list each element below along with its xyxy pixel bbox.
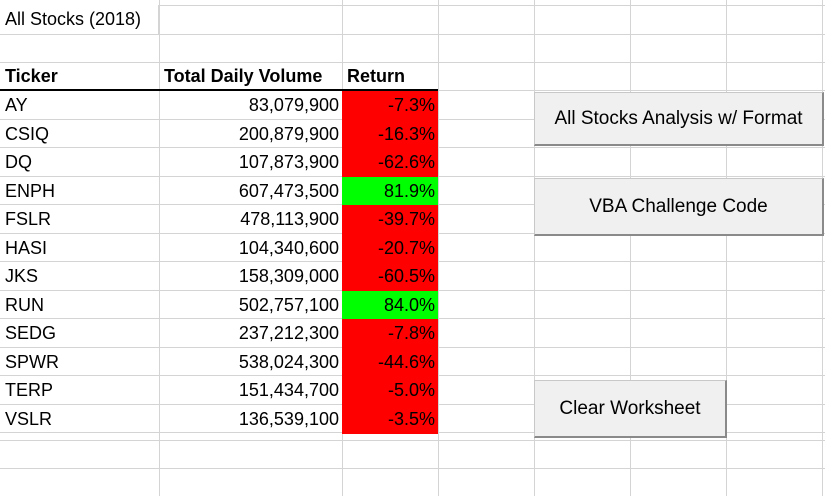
cell-return[interactable]: -5.0%	[342, 376, 438, 405]
gridline	[438, 0, 439, 496]
cell-return[interactable]: -3.5%	[342, 405, 438, 434]
header-volume[interactable]: Total Daily Volume	[164, 66, 323, 86]
cell-ticker[interactable]: AY	[5, 95, 28, 115]
cell-volume[interactable]: 107,873,900	[238, 152, 339, 172]
cell-return[interactable]: -44.6%	[342, 348, 438, 377]
cell-ticker[interactable]: FSLR	[5, 209, 52, 229]
cell-return[interactable]: -20.7%	[342, 234, 438, 263]
gridline	[159, 0, 160, 496]
cell-return[interactable]: -60.5%	[342, 262, 438, 291]
cell-return[interactable]: -7.3%	[342, 91, 438, 120]
sheet-title[interactable]: All Stocks (2018)	[0, 5, 159, 34]
cell-volume[interactable]: 478,113,900	[240, 209, 339, 229]
cell-return[interactable]: -7.8%	[342, 319, 438, 348]
cell-volume[interactable]: 200,879,900	[238, 124, 339, 144]
gridline	[0, 62, 825, 63]
cell-ticker[interactable]: ENPH	[5, 181, 56, 201]
gridline	[0, 440, 825, 441]
cell-ticker[interactable]: DQ	[5, 152, 32, 172]
cell-return[interactable]: -62.6%	[342, 148, 438, 177]
cell-volume[interactable]: 538,024,300	[238, 352, 339, 372]
cell-ticker[interactable]: VSLR	[5, 409, 53, 429]
cell-volume[interactable]: 237,212,300	[238, 323, 339, 343]
header-return[interactable]: Return	[347, 66, 405, 86]
gridline	[630, 0, 631, 496]
cell-ticker[interactable]: TERP	[5, 380, 54, 400]
header-border	[0, 89, 438, 91]
gridline	[726, 0, 727, 496]
cell-ticker[interactable]: RUN	[5, 295, 44, 315]
clear-worksheet-button[interactable]: Clear Worksheet	[534, 380, 727, 438]
cell-ticker[interactable]: SEDG	[5, 323, 57, 343]
cell-ticker[interactable]: SPWR	[5, 352, 59, 372]
cell-return[interactable]: -16.3%	[342, 120, 438, 149]
cell-volume[interactable]: 607,473,500	[238, 181, 339, 201]
cell-return[interactable]: 84.0%	[342, 291, 438, 320]
gridline	[534, 0, 535, 496]
header-ticker[interactable]: Ticker	[5, 66, 58, 86]
cell-volume[interactable]: 83,079,900	[248, 95, 339, 115]
cell-return[interactable]: 81.9%	[342, 177, 438, 206]
all-stocks-analysis-button[interactable]: All Stocks Analysis w/ Format	[534, 92, 824, 146]
cell-return[interactable]: -39.7%	[342, 205, 438, 234]
gridline	[0, 468, 825, 469]
cell-ticker[interactable]: JKS	[5, 266, 39, 286]
gridline	[0, 34, 825, 35]
cell-ticker[interactable]: HASI	[5, 238, 48, 258]
cell-volume[interactable]: 158,309,000	[238, 266, 339, 286]
gridline	[0, 5, 825, 6]
vba-challenge-code-button[interactable]: VBA Challenge Code	[534, 178, 824, 236]
gridline	[822, 0, 823, 496]
cell-volume[interactable]: 136,539,100	[238, 409, 339, 429]
cell-volume[interactable]: 502,757,100	[238, 295, 339, 315]
cell-volume[interactable]: 151,434,700	[238, 380, 339, 400]
cell-volume[interactable]: 104,340,600	[238, 238, 339, 258]
cell-ticker[interactable]: CSIQ	[5, 124, 50, 144]
